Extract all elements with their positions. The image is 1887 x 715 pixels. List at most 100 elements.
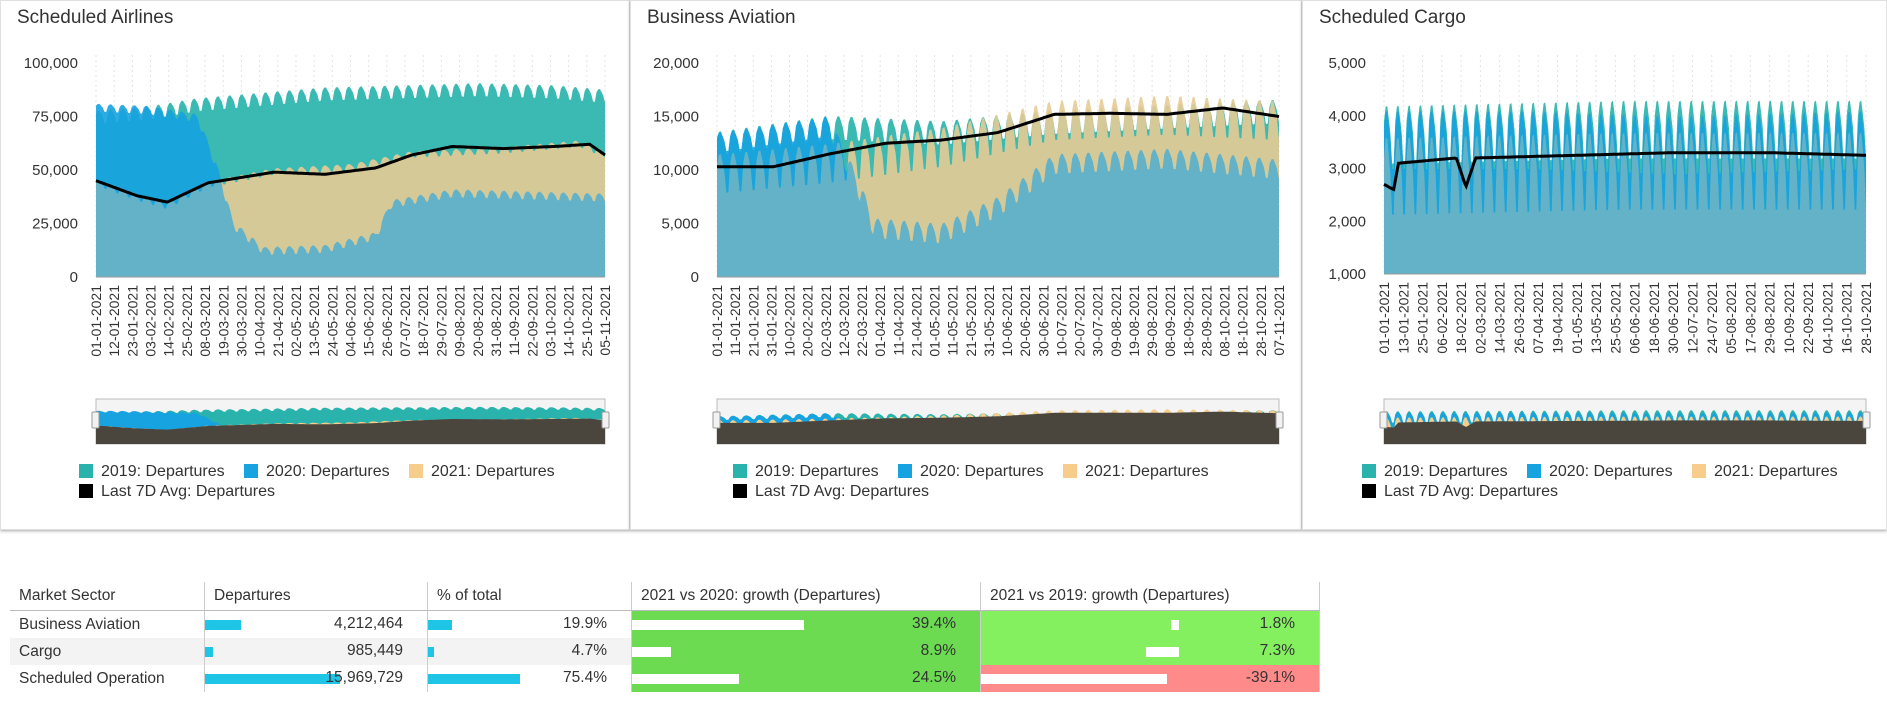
cell-value: 15,969,729 [325,669,403,686]
cell-value: 7.3% [1259,642,1295,659]
navigator-handle-right[interactable] [601,411,610,429]
chart-title: Scheduled Airlines [17,7,174,28]
navigator-handle-right[interactable] [1862,411,1871,429]
legend-swatch-2021 [1063,464,1077,478]
chart-panel-scheduled-airlines: Scheduled Airlines 0 25,000 50,000 75,000 10… [0,0,630,530]
cell-value: 39.4% [912,615,956,632]
col-header-growth-2019[interactable]: 2021 vs 2019: growth (Departures) [980,582,1320,611]
x-tick-label: 10-07-2021 [1053,285,1069,357]
cell-bar [632,620,804,630]
y-tick-label: 10,000 [653,162,699,179]
cell-growth-2020: 8.9% [631,638,981,665]
y-tick-label: 3,000 [1328,161,1366,178]
legend-item-2020[interactable]: 2020: Departures [244,463,390,481]
cell-value: 4,212,464 [334,615,403,632]
legend-item-2021[interactable]: 2021: Departures [409,463,555,481]
x-tick-label: 15-06-2021 [361,285,377,357]
x-tick-label: 04-06-2021 [343,285,359,357]
navigator-handle-left[interactable] [712,411,721,429]
legend-item-2019[interactable]: 2019: Departures [733,463,879,481]
y-tick-label: 15,000 [653,109,699,126]
chart-title: Scheduled Cargo [1319,7,1466,28]
chart-svg-scheduled-airlines: 0 25,000 50,000 75,000 100,000 01-01-2021 12-0… [24,55,613,445]
table-header-row: Market Sector Departures % of total 2021… [10,582,1320,611]
x-tick-label: 18-10-2021 [1235,285,1251,357]
x-tick-label: 01-05-2021 [927,285,943,357]
cell-value: 24.5% [912,669,956,686]
x-tick-label: 02-05-2021 [288,285,304,357]
legend-swatch-avg [733,484,747,498]
legend-item-avg[interactable]: Last 7D Avg: Departures [79,483,275,501]
x-tick-label: 03-10-2021 [542,285,558,357]
x-tick-label: 07-04-2021 [1530,282,1546,354]
legend-item-2020[interactable]: 2020: Departures [1527,463,1673,481]
cell-value: 985,449 [346,642,403,659]
cell-growth-2019: 7.3% [980,638,1320,665]
x-tick-label: 22-09-2021 [1800,282,1816,354]
col-header-market-sector[interactable]: Market Sector [10,582,205,611]
legend-item-2021[interactable]: 2021: Departures [1063,463,1209,481]
legend-item-2019[interactable]: 2019: Departures [1362,463,1508,481]
cell-bar [981,674,1167,684]
legend-swatch-2020 [244,464,258,478]
area-series-2020 [717,117,1279,277]
x-tick-label: 31-05-2021 [981,285,997,357]
cell-bar [632,674,739,684]
legend-item-2019[interactable]: 2019: Departures [79,463,225,481]
table-row[interactable]: Scheduled Operation 15,969,729 75.4% 24.5% -… [10,665,1320,692]
x-tick-label: 18-09-2021 [1180,285,1196,357]
cell-bar [205,647,214,657]
col-header-pct-total[interactable]: % of total [427,582,632,611]
x-tick-label: 22-09-2021 [524,285,540,357]
x-tick-label: 26-06-2021 [379,285,395,357]
legend-swatch-2019 [733,464,747,478]
cell-bar [428,620,453,630]
table-row[interactable]: Business Aviation 4,212,464 19.9% 39.4% 1.8% [10,610,1320,638]
x-tick-label: 11-04-2021 [890,285,906,356]
legend-item-2020[interactable]: 2020: Departures [898,463,1044,481]
navigator-handle-right[interactable] [1275,411,1284,429]
x-tick-label: 06-06-2021 [1627,282,1643,354]
y-tick-label: 75,000 [32,109,78,126]
legend-item-2021[interactable]: 2021: Departures [1692,463,1838,481]
cell-market-sector: Scheduled Operation [10,665,205,692]
x-tick-label: 19-03-2021 [215,285,231,357]
x-tick-label: 12-07-2021 [1684,282,1700,354]
x-tick-label: 30-07-2021 [1090,285,1106,357]
area-overlap [717,95,1279,277]
y-tick-label: 0 [70,269,78,286]
y-tick-label: 5,000 [1328,55,1366,72]
x-tick-label: 01-04-2021 [872,285,888,357]
cell-value: 8.9% [920,642,956,659]
y-tick-label: 20,000 [653,55,699,72]
cell-bar [428,674,521,684]
col-header-departures[interactable]: Departures [204,582,428,611]
navigator-handle-left[interactable] [91,411,100,429]
legend-swatch-2020 [1527,464,1541,478]
navigator-avg-area [1384,420,1866,444]
market-sector-table: Market Sector Departures % of total 2021… [10,582,1887,692]
x-tick-label: 18-06-2021 [1646,282,1662,354]
cell-growth-2019: -39.1% [980,665,1320,692]
x-tick-label: 30-06-2021 [1035,285,1051,357]
area-series-2020 [96,103,605,278]
navigator-avg-area [717,411,1279,444]
legend-item-avg[interactable]: Last 7D Avg: Departures [733,483,929,501]
cell-value: 4.7% [571,642,607,659]
table-row[interactable]: Cargo 985,449 4.7% 8.9% 7.3% [10,638,1320,665]
x-tick-label: 12-03-2021 [836,285,852,357]
legend-item-avg[interactable]: Last 7D Avg: Departures [1362,483,1558,501]
chart-svg-scheduled-cargo: 1,000 2,000 3,000 4,000 5,000 01-01-2021 13-01… [1328,55,1874,445]
x-tick-label: 28-10-2021 [1858,282,1874,354]
area-overlap [96,140,605,277]
x-tick-label: 18-07-2021 [415,285,431,357]
x-tick-label: 10-06-2021 [999,285,1015,357]
x-tick-label: 19-04-2021 [1550,282,1566,354]
cell-bar [632,647,671,657]
x-tick-label: 24-05-2021 [324,285,340,357]
col-header-growth-2020[interactable]: 2021 vs 2020: growth (Departures) [631,582,981,611]
x-tick-label: 25-10-2021 [579,285,595,357]
navigator-handle-left[interactable] [1379,411,1388,429]
y-tick-label: 1,000 [1328,266,1366,283]
x-tick-label: 16-10-2021 [1839,282,1855,354]
